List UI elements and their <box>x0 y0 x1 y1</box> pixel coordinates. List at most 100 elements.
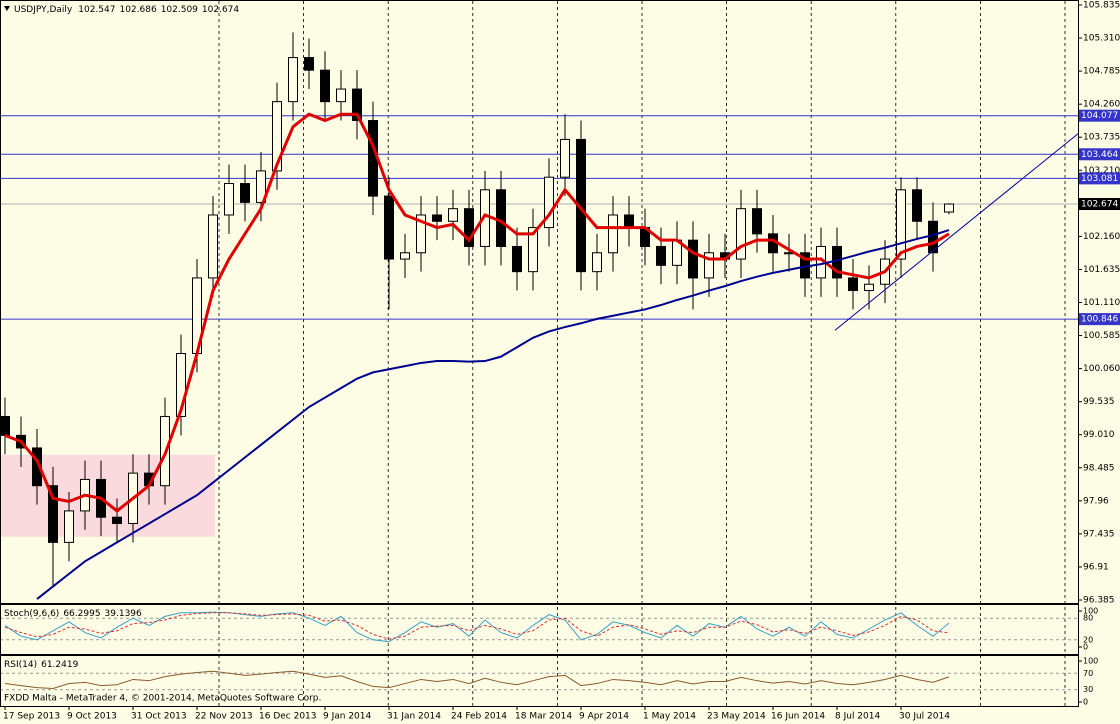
y-tick-label: 30 <box>1083 685 1093 694</box>
symbol: USDJPY,Daily <box>14 5 73 15</box>
stoch-frame <box>0 604 1079 655</box>
stoch-header: Stoch(9,6,6) 66.2995 39.1396 <box>4 609 142 619</box>
plot-area <box>0 1 1079 706</box>
candle-body <box>912 189 922 222</box>
candle-body <box>400 252 410 260</box>
candle-body <box>48 485 58 543</box>
footer: FXDD Malta - MetaTrader 4, © 2001-2014, … <box>4 694 321 704</box>
candle-body <box>944 203 954 213</box>
y-tick-label: 100.585 <box>1083 331 1120 341</box>
x-tick-label: 23 May 2014 <box>707 712 766 722</box>
candle-body <box>496 189 506 247</box>
close: 102.674 <box>202 5 239 15</box>
high: 102.686 <box>119 5 156 15</box>
candle-body <box>224 183 234 216</box>
x-tick-label: 30 Jul 2014 <box>899 712 950 722</box>
x-tick-label: 1 May 2014 <box>643 712 696 722</box>
candle-body <box>608 214 618 254</box>
x-tick-label: 9 Jan 2014 <box>323 712 371 722</box>
indicator-line <box>4 670 950 689</box>
candle-body <box>528 227 538 273</box>
candle-body <box>688 239 698 279</box>
x-tick-label: 17 Sep 2013 <box>3 712 60 722</box>
price-label-box <box>1079 198 1120 211</box>
y-tick-label: 101.635 <box>1083 265 1120 275</box>
low: 102.509 <box>161 5 198 15</box>
y-tick-label: 80 <box>1083 614 1093 623</box>
candle-body <box>432 214 442 222</box>
y-tick-label: 104.260 <box>1083 100 1120 110</box>
moving-average <box>36 229 950 600</box>
symbol-icon <box>4 6 10 11</box>
candle-body <box>848 277 858 292</box>
candle-body <box>544 176 554 229</box>
x-tick-label: 16 Dec 2013 <box>259 712 317 722</box>
x-tick-label: 16 Jun 2014 <box>771 712 825 722</box>
candle-body <box>176 353 186 417</box>
indicator-line <box>4 612 950 640</box>
candle-body <box>0 415 10 436</box>
y-tick-label: 100 <box>1083 607 1098 616</box>
rsi-header: RSI(14) 61.2419 <box>4 660 79 670</box>
level-label-box <box>1079 172 1120 185</box>
candle-body <box>592 252 602 273</box>
y-tick-label: 70 <box>1083 669 1093 678</box>
y-tick-label: 99.535 <box>1083 397 1115 407</box>
trend-line <box>834 133 1079 331</box>
x-tick-label: 24 Feb 2014 <box>451 712 507 722</box>
candle-body <box>352 88 362 122</box>
y-tick-label: 97.435 <box>1083 529 1115 539</box>
y-tick-label: 100 <box>1083 657 1098 666</box>
y-tick-label: 101.110 <box>1083 298 1120 308</box>
level-label-box <box>1079 109 1120 122</box>
y-tick-label: 96.385 <box>1083 596 1115 606</box>
stoch-signal: 39.1396 <box>105 609 142 619</box>
candle-body <box>416 214 426 254</box>
candle-body <box>272 101 282 172</box>
stoch-main: 66.2995 <box>63 609 100 619</box>
candle-body <box>336 88 346 103</box>
candle-body <box>32 447 42 487</box>
price-label: 102.674 <box>1081 200 1118 210</box>
x-tick-label: 18 Mar 2014 <box>515 712 572 722</box>
level-label-box <box>1079 313 1120 326</box>
y-tick-label: 100.060 <box>1083 364 1120 374</box>
candle-body <box>624 214 634 229</box>
y-tick-label: 96.91 <box>1083 562 1109 572</box>
candle-body <box>464 208 474 247</box>
candle-body <box>656 245 666 266</box>
y-tick-label: 102.160 <box>1083 232 1120 242</box>
candle-body <box>256 170 266 203</box>
y-tick-label: 105.310 <box>1083 34 1120 44</box>
y-tick-label: 104.785 <box>1083 67 1120 77</box>
moving-average <box>4 112 950 513</box>
level-label: 103.464 <box>1081 150 1118 160</box>
candle-body <box>64 510 74 543</box>
y-tick-label: 97.96 <box>1083 496 1109 506</box>
stoch-title: Stoch(9,6,6) <box>4 609 59 619</box>
y-tick-label: 103.735 <box>1083 133 1120 143</box>
y-tick-label: 0 <box>1083 698 1088 707</box>
open: 102.547 <box>78 5 115 15</box>
x-tick-label: 31 Oct 2013 <box>131 712 187 722</box>
rsi-value: 61.2419 <box>41 660 78 670</box>
rsi-frame <box>0 655 1079 707</box>
candle-body <box>448 208 458 222</box>
level-label: 103.081 <box>1081 174 1118 184</box>
candle-body <box>320 69 330 103</box>
level-label: 100.846 <box>1081 315 1118 325</box>
candle-body <box>560 138 570 178</box>
candle-body <box>704 252 714 279</box>
candle-body <box>896 189 906 260</box>
candle-body <box>512 245 522 273</box>
x-tick-label: 22 Nov 2013 <box>195 712 253 722</box>
y-tick-label: 105.835 <box>1083 1 1120 11</box>
y-tick-label: 0 <box>1083 643 1088 652</box>
level-label: 104.077 <box>1081 111 1118 121</box>
candle-body <box>384 195 394 260</box>
y-tick-label: 103.210 <box>1083 166 1120 176</box>
candle-body <box>752 208 762 235</box>
level-label-box <box>1079 148 1120 161</box>
